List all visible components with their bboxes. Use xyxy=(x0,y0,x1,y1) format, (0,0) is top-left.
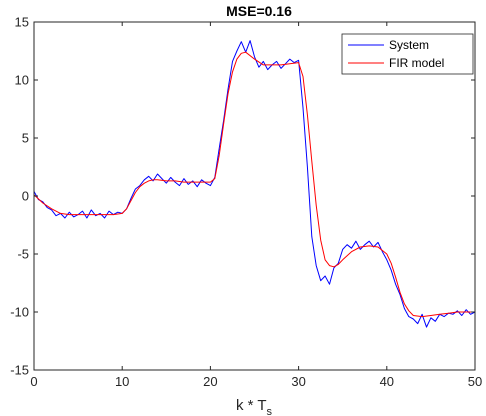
y-tick-label: 10 xyxy=(15,73,29,88)
legend: System FIR model xyxy=(341,33,474,75)
y-tick-label: -5 xyxy=(17,247,29,262)
legend-entry-label: System xyxy=(389,38,429,52)
legend-entry-label: FIR model xyxy=(389,56,444,70)
series-line-system xyxy=(33,40,476,328)
x-tick-label: 30 xyxy=(291,374,305,389)
x-tick-label: 40 xyxy=(380,374,394,389)
y-tick-label: 5 xyxy=(22,131,29,146)
chart-title: MSE=0.16 xyxy=(226,3,292,19)
x-tick-label: 10 xyxy=(115,374,129,389)
x-axis-label: k * Ts xyxy=(236,397,273,416)
data-layer xyxy=(33,40,476,328)
x-axis-label-subscript: s xyxy=(267,406,273,416)
y-tick-label: 0 xyxy=(22,189,29,204)
y-tick-label: -15 xyxy=(10,363,29,378)
x-axis-label-main: k * T xyxy=(236,397,267,414)
x-tick-label: 0 xyxy=(30,374,37,389)
y-tick-label: -10 xyxy=(10,305,29,320)
y-tick-label: 15 xyxy=(15,15,29,30)
tick-layer: 0 10 20 30 40 50 -15 -10 -5 0 5 10 15 xyxy=(10,15,482,390)
x-tick-label: 50 xyxy=(468,374,482,389)
x-tick-label: 20 xyxy=(203,374,217,389)
series-line-fir-model xyxy=(33,51,475,318)
legend-box xyxy=(341,33,474,75)
